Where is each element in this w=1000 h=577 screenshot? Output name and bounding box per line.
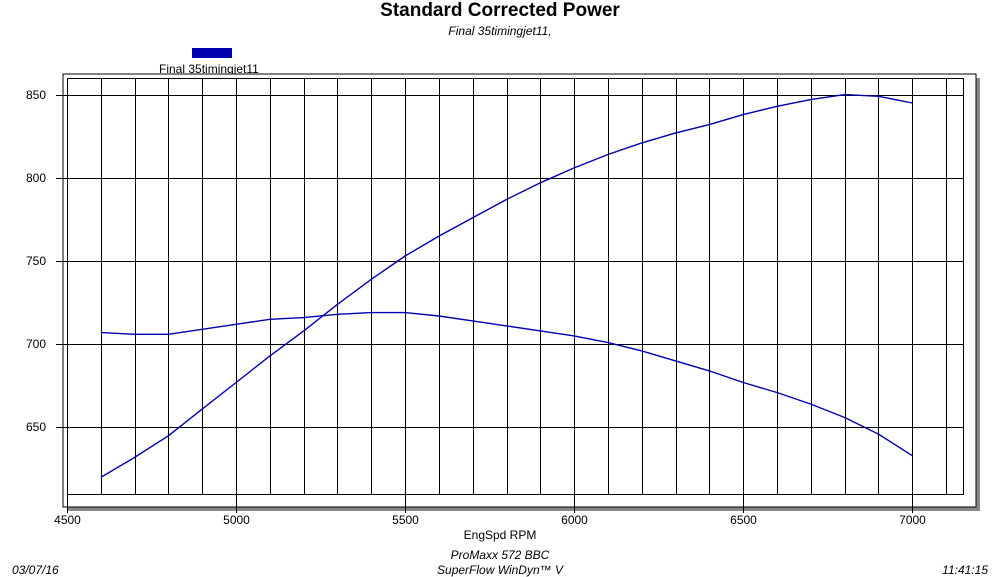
chart-title: Standard Corrected Power bbox=[380, 0, 620, 21]
x-tick-label: 6500 bbox=[730, 513, 757, 527]
y-tick-label: 800 bbox=[26, 171, 46, 185]
y-tick-label: 650 bbox=[26, 420, 46, 434]
x-tick-label: 4500 bbox=[54, 513, 81, 527]
legend-label: Final 35timingjet11 bbox=[159, 62, 259, 76]
x-tick-label: 5500 bbox=[392, 513, 419, 527]
footer-software: SuperFlow WinDyn™ V bbox=[437, 563, 563, 577]
y-tick-label: 750 bbox=[26, 254, 46, 268]
series-line-power bbox=[100, 93, 913, 479]
grid-lines bbox=[67, 78, 964, 495]
tick-labels: 4500 5000 5500 6000 6500 7000 650 700 750 800 850 bbox=[26, 88, 926, 527]
x-axis-label: EngSpd RPM bbox=[463, 528, 537, 542]
plot-frame bbox=[62, 73, 980, 511]
x-tick-label: 5000 bbox=[223, 513, 250, 527]
legend-swatch bbox=[192, 48, 232, 58]
x-tick-label: 7000 bbox=[899, 513, 926, 527]
y-tick-label: 850 bbox=[26, 88, 46, 102]
y-tick-label: 700 bbox=[26, 337, 46, 351]
footer-time: 11:41:15 bbox=[942, 563, 988, 577]
series-line-torque bbox=[100, 311, 913, 457]
x-tick-label: 6000 bbox=[561, 513, 588, 527]
chart-subtitle: Final 35timingjet11, bbox=[448, 24, 552, 38]
series-lines bbox=[100, 93, 913, 479]
frame-border bbox=[62, 73, 977, 508]
plot-area-border bbox=[67, 78, 964, 495]
footer-engine: ProMaxx 572 BBC bbox=[450, 548, 550, 562]
footer-date: 03/07/16 bbox=[12, 563, 59, 577]
